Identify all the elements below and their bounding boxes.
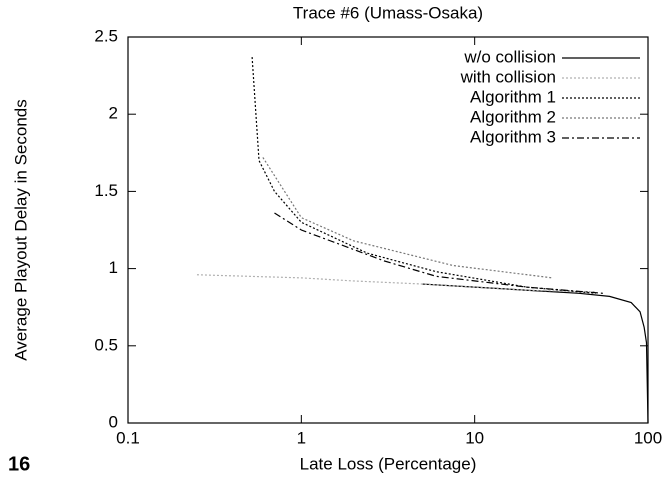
series-line: [251, 57, 596, 294]
legend-label: w/o collision: [463, 47, 556, 66]
y-tick-label: 1.5: [94, 181, 118, 200]
chart-title: Trace #6 (Umass-Osaka): [293, 3, 483, 22]
y-tick-label: 0.5: [94, 335, 118, 354]
legend-label: with collision: [460, 67, 556, 86]
legend-label: Algorithm 1: [470, 87, 556, 106]
y-tick-label: 1: [109, 258, 118, 277]
x-tick-label: 0.1: [116, 428, 140, 447]
x-axis-label: Late Loss (Percentage): [300, 454, 477, 473]
legend-label: Algorithm 3: [470, 127, 556, 146]
y-tick-label: 2: [109, 104, 118, 123]
series-line: [274, 212, 604, 294]
x-tick-label: 10: [465, 428, 484, 447]
series-line: [262, 157, 553, 279]
legend-label: Algorithm 2: [470, 107, 556, 126]
x-tick-label: 1: [297, 428, 306, 447]
y-axis-label: Average Playout Delay in Seconds: [11, 99, 30, 360]
x-tick-label: 100: [634, 428, 662, 447]
series-line: [196, 274, 596, 293]
y-tick-label: 2.5: [94, 26, 118, 45]
y-tick-label: 0: [109, 412, 118, 431]
plot-frame: [127, 36, 649, 424]
page-number: 16: [8, 453, 30, 475]
series-line: [422, 283, 649, 424]
